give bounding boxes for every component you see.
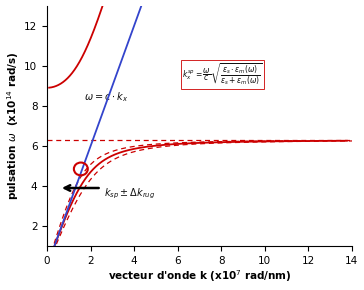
Text: $\omega = c \cdot k_x$: $\omega = c \cdot k_x$ — [84, 90, 128, 104]
X-axis label: vecteur d'onde k (x10$^7$ rad/nm): vecteur d'onde k (x10$^7$ rad/nm) — [108, 269, 291, 284]
Text: $k_x^{sp}=\dfrac{\omega}{c}\sqrt{\dfrac{\varepsilon_s\cdot\varepsilon_m(\omega)}: $k_x^{sp}=\dfrac{\omega}{c}\sqrt{\dfrac{… — [182, 62, 262, 88]
Y-axis label: pulsation $\omega$  (x10$^{14}$ rad/s): pulsation $\omega$ (x10$^{14}$ rad/s) — [5, 52, 21, 200]
Text: $k_{sp} \pm \Delta k_{rug}$: $k_{sp} \pm \Delta k_{rug}$ — [104, 186, 155, 201]
